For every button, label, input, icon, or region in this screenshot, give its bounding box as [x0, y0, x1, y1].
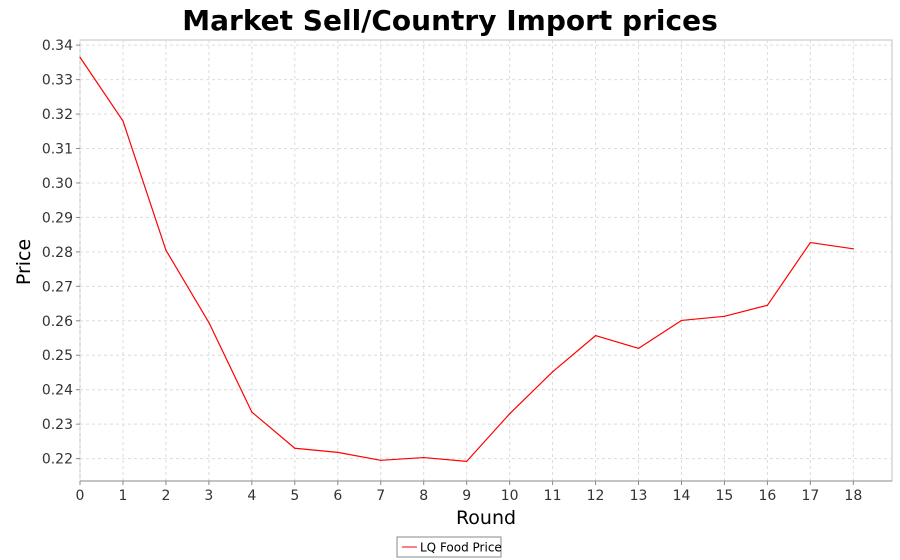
data-point	[251, 411, 253, 413]
data-point	[380, 459, 382, 461]
x-tick-label: 17	[801, 488, 819, 504]
x-tick-label: 14	[673, 488, 691, 504]
y-tick-label: 0.23	[42, 417, 73, 433]
data-point	[165, 249, 167, 251]
y-tick-label: 0.31	[42, 142, 73, 158]
x-tick-label: 13	[630, 488, 648, 504]
y-tick-label: 0.22	[42, 452, 73, 468]
plot-area	[79, 39, 893, 482]
x-tick-label: 5	[290, 488, 299, 504]
x-tick-label: 11	[544, 488, 562, 504]
data-point	[122, 120, 124, 122]
data-point	[337, 451, 339, 454]
x-tick-label: 2	[161, 488, 170, 504]
chart-title: Market Sell/Country Import prices	[182, 4, 718, 37]
grid-lines	[79, 40, 892, 481]
x-tick-label: 10	[501, 488, 519, 504]
data-point	[466, 460, 468, 462]
y-tick-label: 0.26	[42, 314, 73, 330]
data-point	[79, 56, 81, 58]
x-axis-ticks: 0 1 2 3 4 5 6 7 8 9 10 11 12 13 14 15 16 17 18	[76, 481, 862, 504]
legend-box	[396, 536, 502, 558]
y-tick-label: 0.27	[42, 279, 73, 295]
y-tick-label: 0.25	[42, 348, 73, 364]
data-point	[423, 456, 425, 459]
y-tick-label: 0.24	[42, 383, 73, 399]
y-tick-label: 0.33	[42, 73, 73, 89]
data-point	[509, 413, 511, 415]
y-tick-label: 0.28	[42, 245, 73, 261]
data-point	[852, 248, 854, 250]
x-tick-label: 9	[462, 488, 471, 504]
series-layer	[79, 56, 854, 462]
y-tick-label: 0.30	[42, 176, 73, 192]
data-point	[637, 347, 640, 349]
y-tick-label: 0.34	[42, 38, 73, 54]
x-tick-label: 6	[333, 488, 342, 504]
data-point	[294, 447, 296, 449]
y-tick-label: 0.32	[42, 107, 73, 123]
x-tick-label: 12	[587, 488, 605, 504]
y-tick-label: 0.29	[42, 210, 73, 226]
x-tick-label: 3	[204, 488, 213, 504]
data-point	[594, 335, 597, 337]
legend-label: LQ Food Price	[420, 541, 502, 555]
data-point	[551, 371, 554, 373]
data-point	[809, 241, 811, 244]
y-axis-label: Price	[13, 239, 35, 285]
legend: LQ Food Price	[396, 536, 502, 558]
x-tick-label: 7	[376, 488, 385, 504]
x-tick-label: 4	[247, 488, 256, 504]
x-tick-label: 0	[76, 488, 85, 504]
x-tick-label: 16	[758, 488, 776, 504]
x-tick-label: 1	[119, 488, 128, 504]
y-axis-ticks: 0.22 0.23 0.24 0.25 0.26 0.27 0.28 0.29 0.30 0.31…	[42, 38, 80, 468]
x-axis-label: Round	[456, 507, 516, 529]
data-point	[723, 315, 726, 317]
x-tick-label: 15	[716, 488, 734, 504]
data-point	[766, 304, 769, 306]
x-tick-label: 8	[419, 488, 428, 504]
data-point	[208, 321, 210, 324]
x-tick-label: 18	[844, 488, 862, 504]
data-point	[680, 319, 683, 322]
